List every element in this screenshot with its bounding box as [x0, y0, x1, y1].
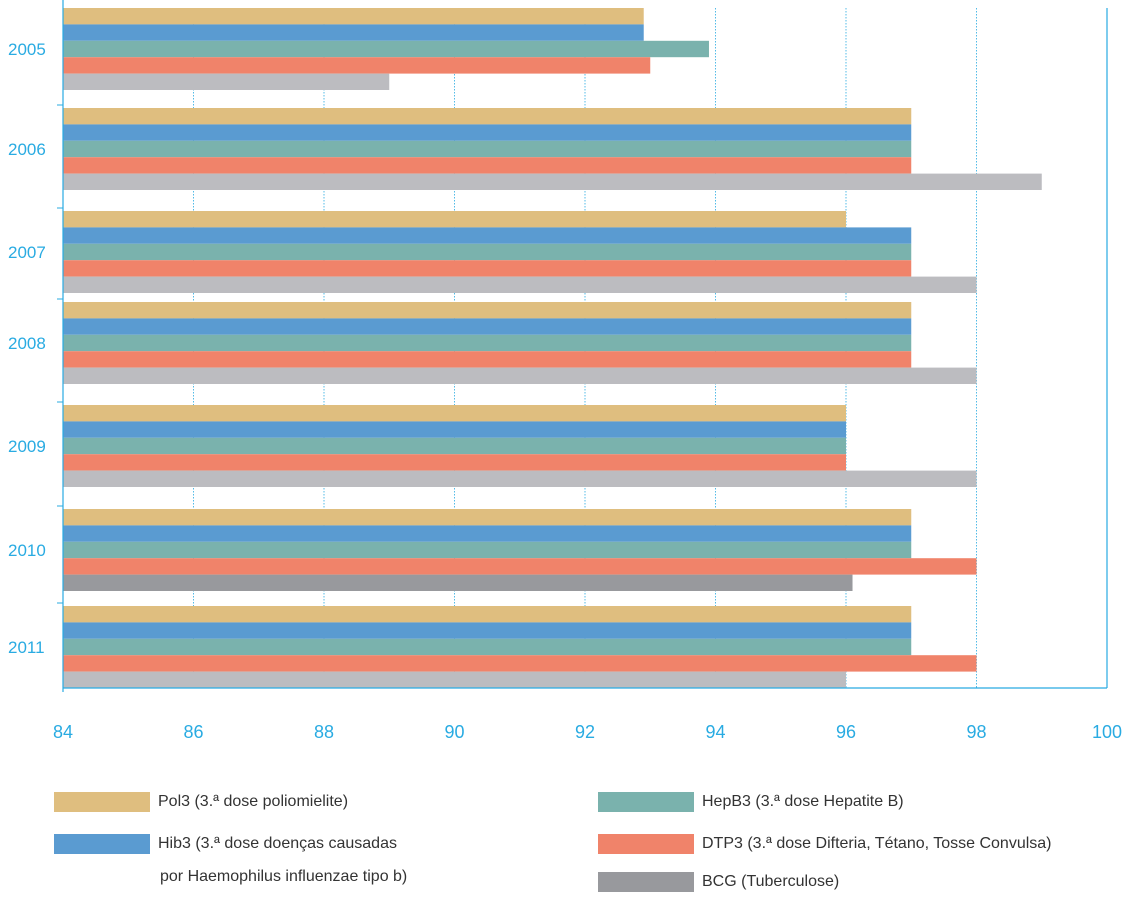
bar-2008-series-1 — [63, 302, 912, 319]
bar-2010-series-1 — [63, 509, 912, 526]
x-tick-label-84: 84 — [53, 722, 73, 742]
legend-item-dtp3: DTP3 (3.ª dose Difteria, Tétano, Tosse C… — [598, 834, 1052, 854]
x-tick-label-98: 98 — [966, 722, 986, 742]
x-tick-labels: 84 86 88 90 92 94 96 98 100 — [53, 722, 1122, 742]
bar-2008-series-4 — [63, 351, 912, 368]
bar-2009-series-5 — [63, 470, 977, 487]
x-tick-label-94: 94 — [705, 722, 725, 742]
bar-2009-series-3 — [63, 437, 846, 455]
x-tick-label-86: 86 — [183, 722, 203, 742]
bar-2010-series-2 — [63, 525, 912, 542]
bar-2009-series-4 — [63, 454, 846, 471]
x-tick-label-90: 90 — [444, 722, 464, 742]
legend-swatch-dtp3 — [598, 834, 694, 854]
bar-2005-series-1 — [63, 8, 644, 25]
bar-2006-series-5 — [63, 173, 1042, 190]
bar-2005-series-5 — [63, 73, 390, 90]
legend-label-hepb3: HepB3 (3.ª dose Hepatite B) — [702, 793, 904, 810]
bar-2007-series-1 — [63, 211, 846, 228]
x-tick-label-100: 100 — [1092, 722, 1122, 742]
bar-2007-series-4 — [63, 260, 912, 277]
bar-2005-series-4 — [63, 57, 651, 74]
legend-item-pol3: Pol3 (3.ª dose poliomielite) — [54, 792, 348, 812]
legend-label-hib3-cont: por Haemophilus influenzae tipo b) — [160, 868, 408, 885]
bar-2005-series-3 — [63, 40, 709, 58]
bar-2006-series-1 — [63, 108, 912, 125]
bar-2011-series-4 — [63, 655, 977, 672]
y-tick-label-2006: 2006 — [8, 140, 46, 159]
y-tick-label-2009: 2009 — [8, 437, 46, 456]
bar-2008-series-2 — [63, 318, 912, 335]
bar-2007-series-3 — [63, 243, 912, 261]
legend-label-pol3: Pol3 (3.ª dose poliomielite) — [158, 793, 349, 810]
y-tick-label-2007: 2007 — [8, 243, 46, 262]
legend-item-bcg: BCG (Tuberculose) — [598, 872, 839, 892]
legend-item-hepb3: HepB3 (3.ª dose Hepatite B) — [598, 792, 904, 812]
axes — [57, 0, 1108, 692]
bar-2010-series-4 — [63, 558, 977, 575]
bar-2006-series-2 — [63, 124, 912, 141]
y-tick-label-2011: 2011 — [8, 638, 45, 657]
bar-2010-series-3 — [63, 541, 912, 559]
bar-2009-series-2 — [63, 421, 846, 438]
bar-2010-series-5 — [63, 574, 853, 591]
legend-label-bcg: BCG (Tuberculose) — [702, 873, 840, 890]
legend-swatch-bcg — [598, 872, 694, 892]
legend-swatch-pol3 — [54, 792, 150, 812]
y-tick-label-2010: 2010 — [8, 541, 46, 560]
bar-2011-series-2 — [63, 622, 912, 639]
x-tick-label-92: 92 — [575, 722, 595, 742]
legend-swatch-hib3 — [54, 834, 150, 854]
legend-item-hib3: Hib3 (3.ª dose doenças causadas — [54, 834, 397, 854]
legend-label-dtp3: DTP3 (3.ª dose Difteria, Tétano, Tosse C… — [702, 835, 1052, 852]
y-tick-label-2005: 2005 — [8, 40, 46, 59]
bar-2011-series-1 — [63, 606, 912, 623]
bars — [63, 8, 1042, 688]
legend-label-hib3: Hib3 (3.ª dose doenças causadas — [158, 835, 397, 852]
y-tick-label-2008: 2008 — [8, 334, 46, 353]
legend-swatch-hepb3 — [598, 792, 694, 812]
x-tick-label-96: 96 — [836, 722, 856, 742]
bar-2011-series-5 — [63, 671, 846, 688]
bar-2009-series-1 — [63, 405, 846, 422]
bar-2008-series-3 — [63, 334, 912, 352]
bar-2007-series-2 — [63, 227, 912, 244]
bar-2007-series-5 — [63, 276, 977, 293]
bar-2006-series-4 — [63, 157, 912, 174]
x-tick-label-88: 88 — [314, 722, 334, 742]
y-tick-labels: 2005 2006 2007 2008 2009 2010 2011 — [8, 40, 46, 657]
bar-2008-series-5 — [63, 367, 977, 384]
bar-2011-series-3 — [63, 638, 912, 656]
bar-2006-series-3 — [63, 140, 912, 158]
bar-2005-series-2 — [63, 24, 644, 41]
